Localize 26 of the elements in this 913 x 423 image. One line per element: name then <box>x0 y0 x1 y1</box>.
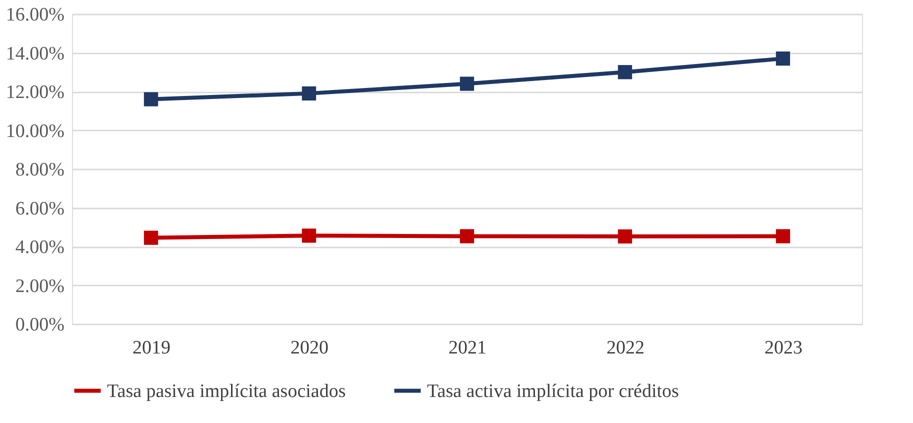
point <box>460 76 474 91</box>
point <box>144 230 158 245</box>
y-tick-label: 14.00% <box>6 43 65 64</box>
x-tick-label: 2019 <box>132 338 170 358</box>
y-tick-label: 10.00% <box>6 120 65 142</box>
point <box>302 228 316 243</box>
y-tick-label: 8.00% <box>15 160 65 180</box>
point <box>618 65 632 80</box>
y-tick-label: 6.00% <box>15 198 65 220</box>
x-tick-label: 2020 <box>290 338 328 358</box>
y-tick-label: 2.00% <box>15 276 65 297</box>
legend-label: Tasa activa implícita por créditos <box>427 380 679 402</box>
x-tick-label: 2021 <box>448 338 486 358</box>
point <box>144 92 158 106</box>
y-tick-label: 0.00% <box>15 314 65 336</box>
point <box>460 229 474 244</box>
point <box>618 229 632 244</box>
x-tick-label: 2022 <box>606 338 644 358</box>
point <box>776 229 790 244</box>
y-tick-label: 12.00% <box>6 82 65 103</box>
y-tick-label: 4.00% <box>15 237 65 258</box>
point <box>302 86 316 101</box>
legend-label: Tasa pasiva implícita asociados <box>107 380 346 402</box>
x-tick-label: 2023 <box>764 338 802 358</box>
y-tick-label: 16.00% <box>6 4 65 26</box>
point <box>776 51 790 66</box>
